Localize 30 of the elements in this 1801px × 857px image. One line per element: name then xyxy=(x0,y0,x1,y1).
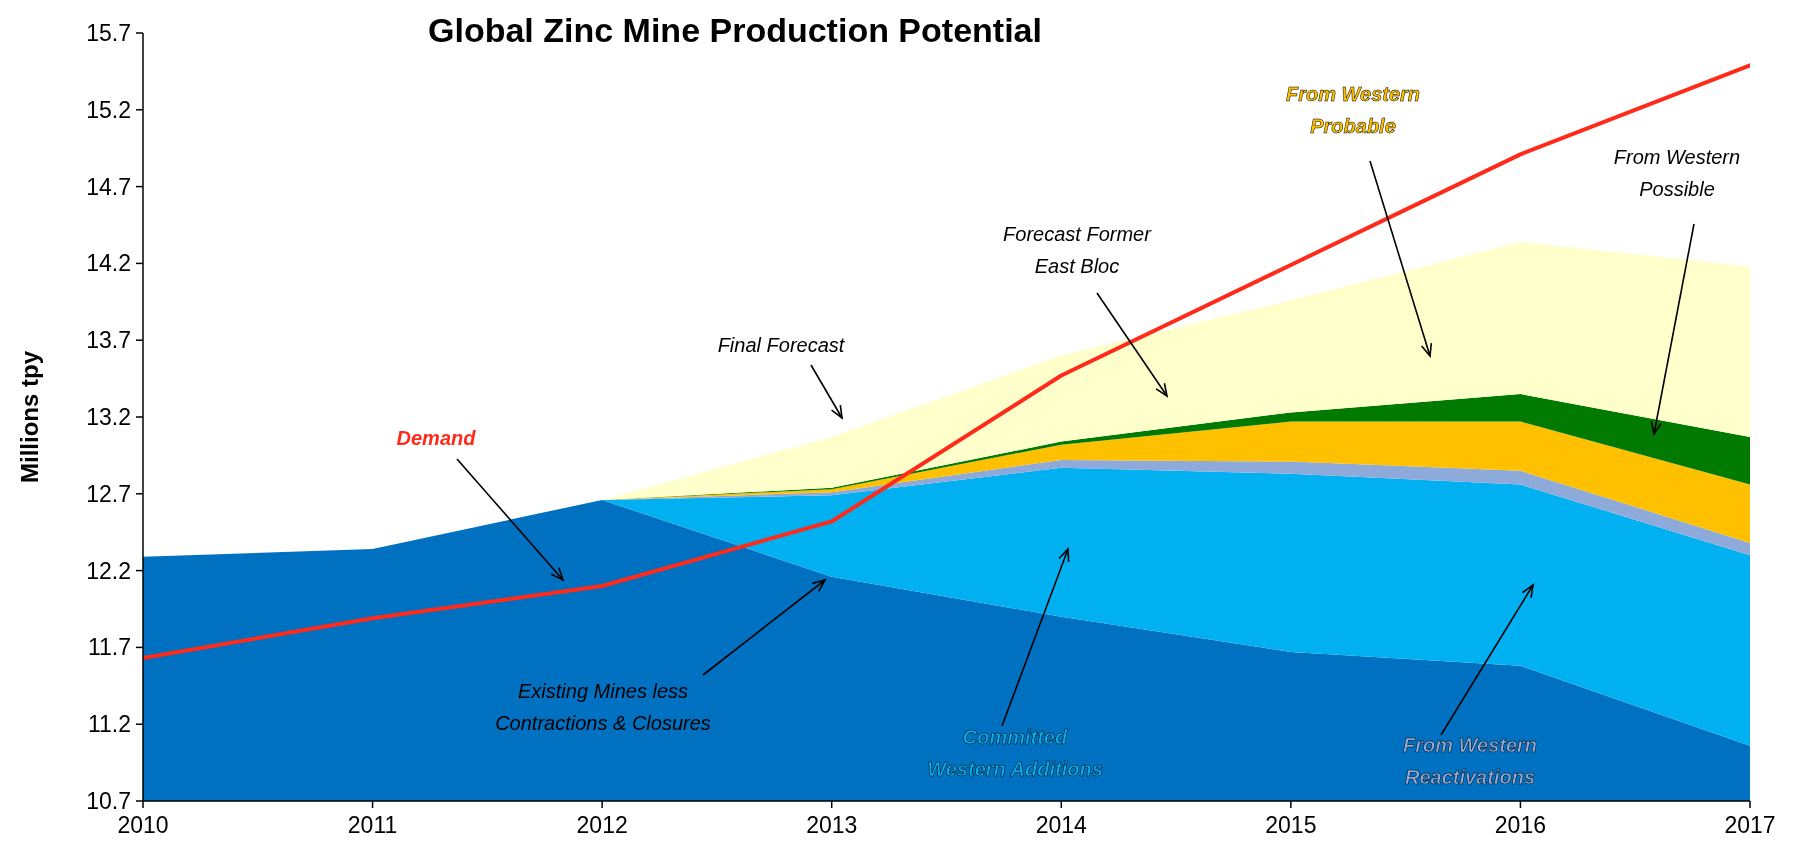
series-label: Existing Mines less Contractions & Closures xyxy=(495,680,711,734)
y-axis-title: Millions tpy xyxy=(16,350,43,483)
y-tick-label: 15.7 xyxy=(86,20,131,47)
annotation: Final Forecast xyxy=(717,334,846,356)
y-tick-label: 14.2 xyxy=(86,250,131,277)
chart-title: Global Zinc Mine Production Potential xyxy=(428,11,1042,49)
y-tick-label: 12.7 xyxy=(86,480,131,507)
x-tick-label: 2011 xyxy=(347,812,398,838)
x-tick-label: 2016 xyxy=(1494,812,1547,838)
x-tick-label: 2010 xyxy=(117,812,169,838)
y-tick-label: 13.7 xyxy=(86,327,131,354)
x-tick-label: 2013 xyxy=(806,812,858,838)
y-tick-label: 15.2 xyxy=(86,96,131,123)
x-tick-label: 2014 xyxy=(1035,812,1088,838)
text: Committed Western Additions xyxy=(927,726,1103,780)
y-tick-label: 11.2 xyxy=(87,711,131,738)
y-tick-label: 14.7 xyxy=(86,173,131,200)
x-tick-label: 2015 xyxy=(1265,812,1317,838)
text: From Western Probable xyxy=(1285,83,1421,137)
y-tick-label: 10.7 xyxy=(86,788,131,815)
text: From Western Reactivations xyxy=(1402,734,1538,788)
x-tick-label: 2017 xyxy=(1724,812,1776,838)
text: Demand xyxy=(396,427,477,449)
y-tick-label: 12.2 xyxy=(86,557,131,584)
text: Forecast Former East Bloc xyxy=(1003,223,1153,277)
text: From Western Possible xyxy=(1613,146,1741,200)
x-tick-label: 2012 xyxy=(576,812,628,838)
line-series xyxy=(143,63,1750,661)
y-tick-label: 11.7 xyxy=(87,634,131,661)
y-tick-label: 13.2 xyxy=(86,404,131,431)
